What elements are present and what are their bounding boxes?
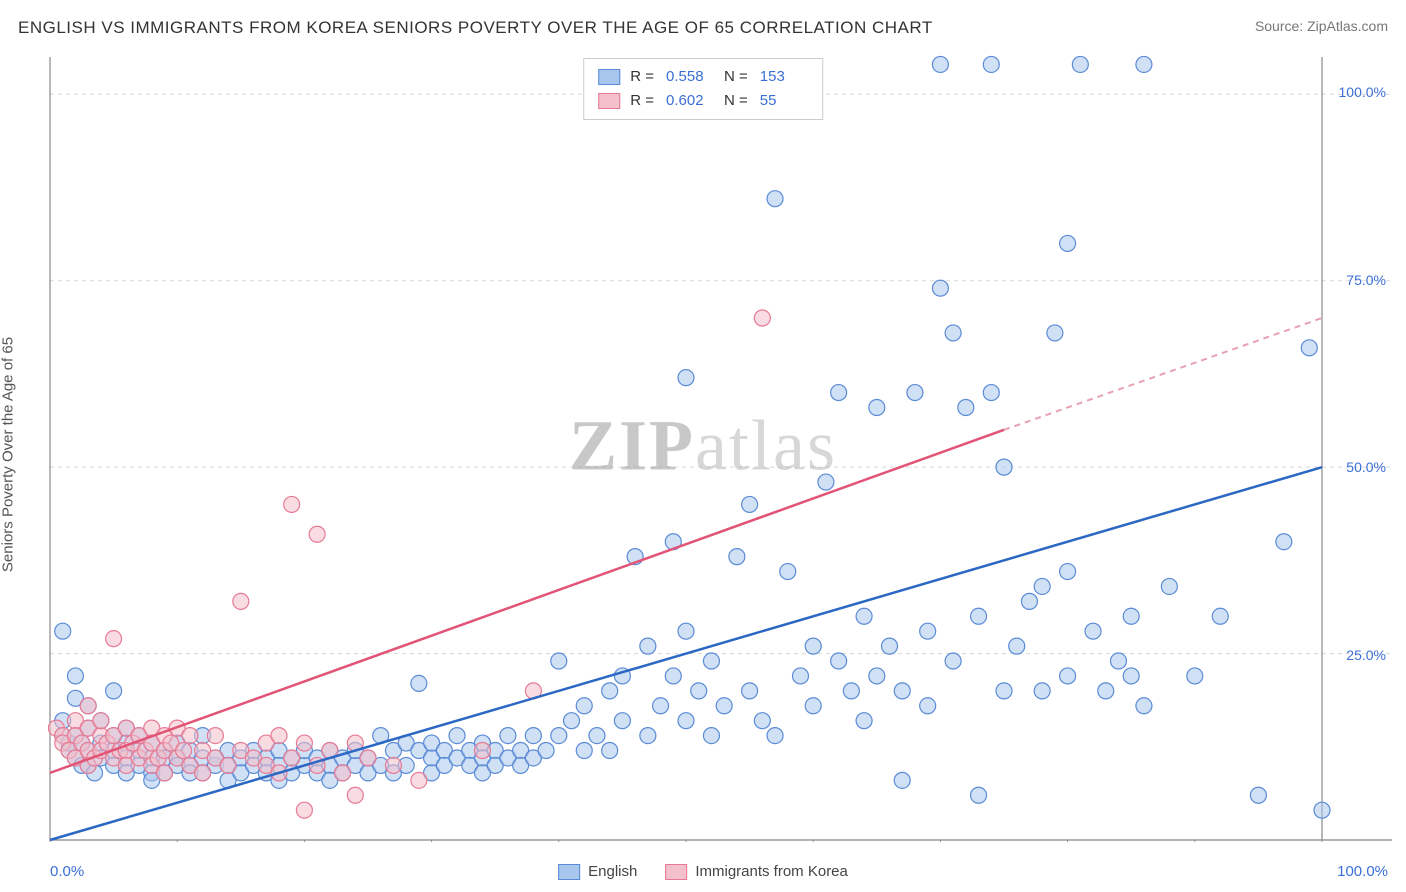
stat-r-label: R = xyxy=(630,89,654,113)
y-tick-label: 50.0% xyxy=(1346,459,1386,475)
plot-area xyxy=(48,55,1392,842)
stat-n-label: N = xyxy=(724,65,748,89)
y-tick-label: 25.0% xyxy=(1346,647,1386,663)
legend-swatch-english xyxy=(598,69,620,85)
legend-stats-row: R = 0.558 N = 153 xyxy=(598,65,808,89)
y-tick-label: 100.0% xyxy=(1339,84,1386,100)
legend-label-korea: Immigrants from Korea xyxy=(695,863,848,880)
legend-swatch-korea xyxy=(598,93,620,109)
header: ENGLISH VS IMMIGRANTS FROM KOREA SENIORS… xyxy=(18,18,1388,38)
legend-item-english: English xyxy=(558,863,637,880)
legend-swatch-korea xyxy=(665,864,687,880)
stat-r-value-english: 0.558 xyxy=(664,65,714,89)
stat-n-value-english: 153 xyxy=(758,65,808,89)
stat-r-label: R = xyxy=(630,65,654,89)
legend-stats-row: R = 0.602 N = 55 xyxy=(598,89,808,113)
y-axis-label: Seniors Poverty Over the Age of 65 xyxy=(0,337,17,572)
legend-stats: R = 0.558 N = 153 R = 0.602 N = 55 xyxy=(583,58,823,120)
legend-series: English Immigrants from Korea xyxy=(558,863,848,880)
x-axis-max-label: 100.0% xyxy=(1337,863,1388,880)
y-tick-label: 75.0% xyxy=(1346,272,1386,288)
source-label: Source: ZipAtlas.com xyxy=(1255,18,1388,34)
chart-title: ENGLISH VS IMMIGRANTS FROM KOREA SENIORS… xyxy=(18,18,933,38)
legend-swatch-english xyxy=(558,864,580,880)
x-axis-min-label: 0.0% xyxy=(50,863,84,880)
scatter-svg xyxy=(48,55,1392,842)
legend-label-english: English xyxy=(588,863,637,880)
legend-item-korea: Immigrants from Korea xyxy=(665,863,848,880)
stat-n-label: N = xyxy=(724,89,748,113)
stat-r-value-korea: 0.602 xyxy=(664,89,714,113)
stat-n-value-korea: 55 xyxy=(758,89,808,113)
